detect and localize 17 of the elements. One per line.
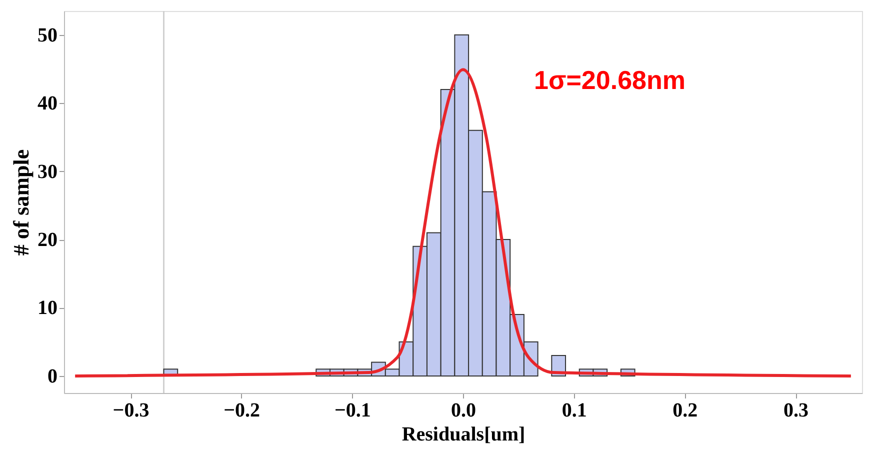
line-series	[74, 68, 852, 378]
y-tick-label: 50	[38, 24, 58, 46]
x-tick-label: −0.1	[334, 400, 371, 422]
annotation: 1σ=20.68nm	[534, 65, 686, 95]
x-axis-title: Residuals[um]	[402, 424, 526, 446]
y-tick-label: 20	[38, 229, 58, 252]
x-tick-label: 0.0	[451, 400, 476, 422]
x-tick-label: −0.3	[112, 400, 150, 422]
y-tick-label: 30	[38, 160, 58, 183]
x-tick-label: 0.3	[784, 400, 808, 422]
y-tick-label: 0	[48, 365, 58, 388]
x-tick-label: −0.2	[224, 400, 260, 422]
y-axis-title: # of sample	[8, 149, 34, 256]
x-tick-label: 0.2	[672, 400, 698, 422]
y-tick-label: 10	[38, 297, 58, 320]
x-tick-label: 0.1	[562, 400, 587, 422]
y-tick-label: 40	[38, 92, 58, 115]
